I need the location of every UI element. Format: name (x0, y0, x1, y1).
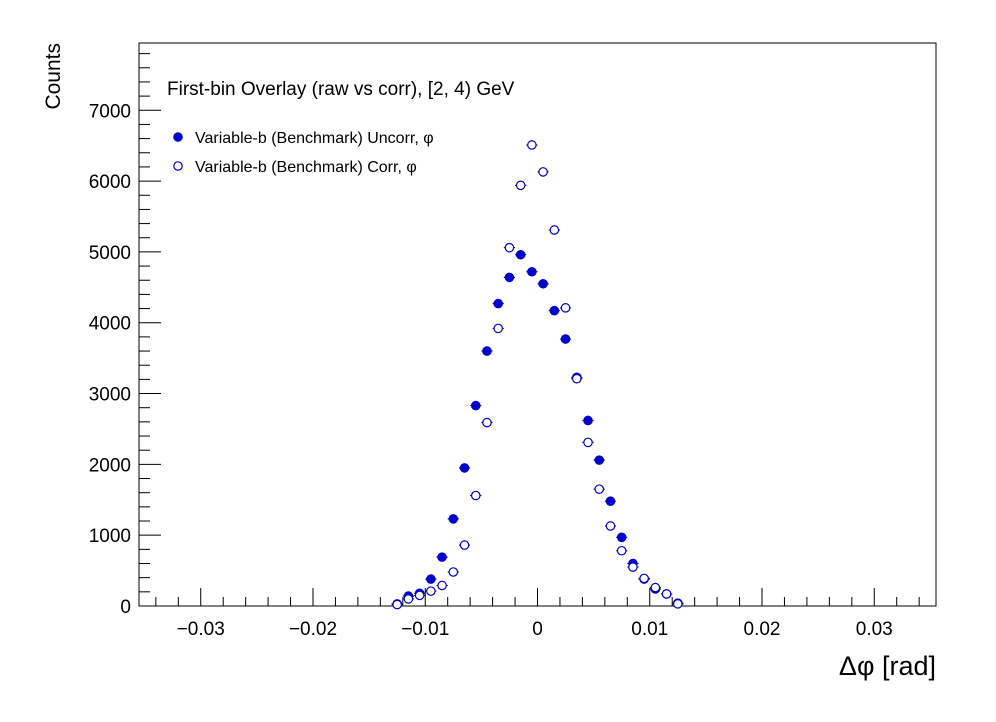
data-point (527, 266, 537, 277)
data-point (459, 463, 470, 473)
data-point (470, 400, 481, 411)
data-point (426, 574, 436, 584)
data-point (437, 580, 447, 591)
y-tick-label: 3000 (89, 385, 131, 406)
y-tick-label: 1000 (89, 526, 131, 547)
data-point (392, 599, 402, 610)
y-tick-label: 7000 (89, 101, 131, 122)
y-axis-ticks: 0 1000 2000 3000 4000 5000 6000 7000 (89, 53, 161, 618)
x-tick-label: −0.02 (289, 619, 337, 640)
data-point (650, 582, 661, 593)
y-tick-label: 5000 (89, 243, 131, 264)
data-point (673, 599, 683, 609)
legend-label-corr: Variable-b (Benchmark) Corr, φ (195, 159, 417, 176)
legend-marker-corr (173, 161, 183, 171)
data-point (639, 573, 649, 584)
data-point (493, 323, 504, 334)
data-point (414, 590, 425, 601)
data-point (448, 514, 459, 524)
data-point (538, 278, 548, 289)
data-point (583, 415, 593, 426)
legend: Variable-b (Benchmark) Uncorr, φ Variabl… (173, 130, 434, 176)
data-point (515, 249, 526, 260)
data-point (583, 437, 593, 448)
data-point (661, 589, 672, 599)
series-corr (391, 140, 684, 610)
data-point (616, 532, 627, 543)
y-tick-label: 6000 (89, 172, 131, 193)
data-point (594, 455, 605, 465)
data-series-layer (391, 140, 684, 610)
x-axis-ticks: −0.03 −0.02 −0.01 0 0.01 0.02 0.03 (155, 588, 920, 640)
data-point (594, 484, 605, 494)
x-tick-label: 0 (532, 619, 543, 640)
x-tick-label: 0.01 (631, 619, 668, 640)
data-point (482, 417, 492, 428)
data-point (560, 334, 571, 344)
data-point (482, 346, 492, 356)
data-point (426, 586, 436, 596)
x-tick-label: 0.03 (856, 619, 893, 640)
data-point (549, 225, 560, 235)
data-point (527, 140, 537, 150)
y-tick-label: 4000 (89, 314, 131, 335)
y-axis-label: Counts (42, 43, 65, 110)
data-point (459, 540, 470, 550)
data-point (538, 167, 548, 177)
x-tick-label: −0.01 (401, 619, 449, 640)
data-point (437, 552, 447, 562)
data-point (448, 567, 459, 577)
data-point (504, 242, 515, 253)
x-axis-label: Δφ [rad] (839, 651, 936, 681)
chart-title: First-bin Overlay (raw vs corr), [2, 4) … (167, 79, 515, 100)
data-point (493, 298, 504, 309)
data-point (571, 373, 582, 384)
data-point (549, 305, 560, 316)
y-tick-label: 0 (120, 597, 131, 618)
data-point (515, 180, 526, 191)
data-point (628, 562, 638, 572)
x-tick-label: −0.03 (177, 619, 225, 640)
legend-label-uncorr: Variable-b (Benchmark) Uncorr, φ (195, 130, 434, 147)
legend-marker-uncorr (173, 132, 183, 142)
data-point (560, 303, 571, 313)
data-point (605, 496, 616, 506)
data-point (403, 594, 414, 604)
data-point (605, 521, 616, 531)
data-point (470, 490, 481, 501)
x-tick-label: 0.02 (744, 619, 781, 640)
data-point (616, 545, 627, 556)
y-tick-label: 2000 (89, 455, 131, 476)
data-point (504, 272, 515, 283)
